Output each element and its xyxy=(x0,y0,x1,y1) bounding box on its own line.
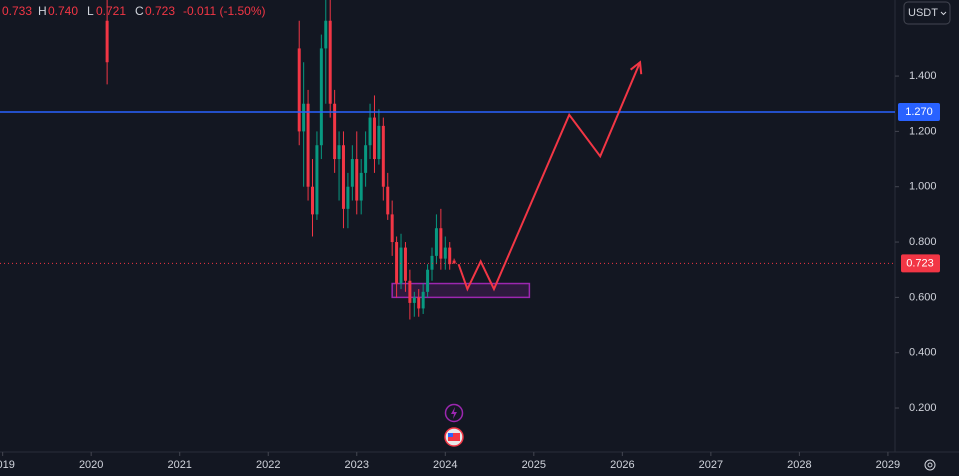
candle-body xyxy=(399,247,403,284)
candle-body xyxy=(328,20,332,104)
flag xyxy=(448,433,460,441)
last-price-label: 0.723 xyxy=(906,257,934,269)
candle-body xyxy=(439,228,443,259)
candle-body xyxy=(430,255,434,270)
x-tick-label: 2028 xyxy=(787,459,811,471)
candle-body xyxy=(324,20,328,49)
last-price-tag xyxy=(901,254,940,273)
projection-path xyxy=(457,61,641,292)
x-tick-label: 2025 xyxy=(522,459,546,471)
ohlc-high: 0.740 xyxy=(48,4,78,18)
candle-body xyxy=(426,269,430,292)
x-tick-label: 2023 xyxy=(345,459,369,471)
y-tick-label: 1.400 xyxy=(909,70,937,82)
settings-icon[interactable] xyxy=(924,459,936,471)
x-tick-label: 2019 xyxy=(0,459,15,471)
candle-body xyxy=(350,159,354,187)
candle-body xyxy=(408,280,412,303)
gear[interactable] xyxy=(924,459,936,471)
candle-body xyxy=(341,145,345,209)
candle-body xyxy=(333,103,337,160)
candle-body xyxy=(310,186,314,215)
x-tick-label: 2020 xyxy=(79,459,103,471)
candle-body xyxy=(434,228,438,256)
ohlc-close: 0.723 xyxy=(145,4,175,18)
x-tick-label: 2026 xyxy=(610,459,634,471)
lightning xyxy=(451,407,457,419)
candle-body xyxy=(417,297,421,309)
ohlc-h: H xyxy=(38,4,47,18)
y-tick-label: 0.800 xyxy=(909,236,937,248)
candle-body xyxy=(364,145,368,173)
price-tag-label: 1.270 xyxy=(905,106,933,118)
y-tick-label: 1.200 xyxy=(909,125,937,137)
candle-body xyxy=(421,291,425,309)
arrow-head xyxy=(630,60,643,75)
candle-body xyxy=(377,125,381,160)
currency-button[interactable]: USDT xyxy=(903,1,951,25)
y-tick-label: 0.600 xyxy=(909,291,937,303)
y-tick-label: 1.000 xyxy=(909,181,937,193)
candle-body xyxy=(359,172,363,201)
candle-body xyxy=(368,117,372,146)
plot-area xyxy=(0,0,895,320)
candle-body xyxy=(302,103,306,132)
ohlc-l: L xyxy=(87,4,94,18)
candle-body xyxy=(381,125,385,187)
event-icons xyxy=(444,403,464,447)
currency-box[interactable] xyxy=(903,1,951,25)
candle-body xyxy=(306,103,310,187)
ohlc-open: 0.733 xyxy=(2,4,32,18)
candle-body xyxy=(355,159,359,201)
ohlc-c: C xyxy=(135,4,144,18)
candle-body xyxy=(395,242,399,284)
x-tick-label: 2021 xyxy=(167,459,191,471)
candle-body xyxy=(452,260,456,264)
candle-body xyxy=(346,186,350,209)
candle-body xyxy=(448,247,452,265)
gear-center[interactable] xyxy=(927,462,933,468)
candle-body xyxy=(315,145,319,215)
candle-body xyxy=(337,145,341,160)
ohlc-change: -0.011 (-1.50%) xyxy=(183,4,265,18)
candle-body xyxy=(372,117,376,160)
x-tick-label: 2029 xyxy=(876,459,900,471)
candle-body xyxy=(390,214,394,243)
x-tick-label: 2027 xyxy=(699,459,723,471)
candle-body xyxy=(297,48,301,132)
chevron[interactable] xyxy=(940,11,947,16)
ohlc-low: 0.721 xyxy=(96,4,126,18)
candle-body xyxy=(403,247,407,281)
y-tick-label: 0.200 xyxy=(909,402,937,414)
y-tick-label: 0.400 xyxy=(909,347,937,359)
candle-body xyxy=(105,20,109,63)
price-tag xyxy=(898,103,940,122)
candle-body xyxy=(386,186,390,215)
x-tick-label: 2024 xyxy=(433,459,457,471)
candle-body xyxy=(443,247,447,259)
flag-canton xyxy=(448,433,453,437)
currency-label[interactable]: USDT xyxy=(908,7,938,19)
candle-body xyxy=(412,297,416,303)
candle-body xyxy=(319,48,323,146)
support-zone xyxy=(391,282,531,299)
x-tick-label: 2022 xyxy=(256,459,280,471)
